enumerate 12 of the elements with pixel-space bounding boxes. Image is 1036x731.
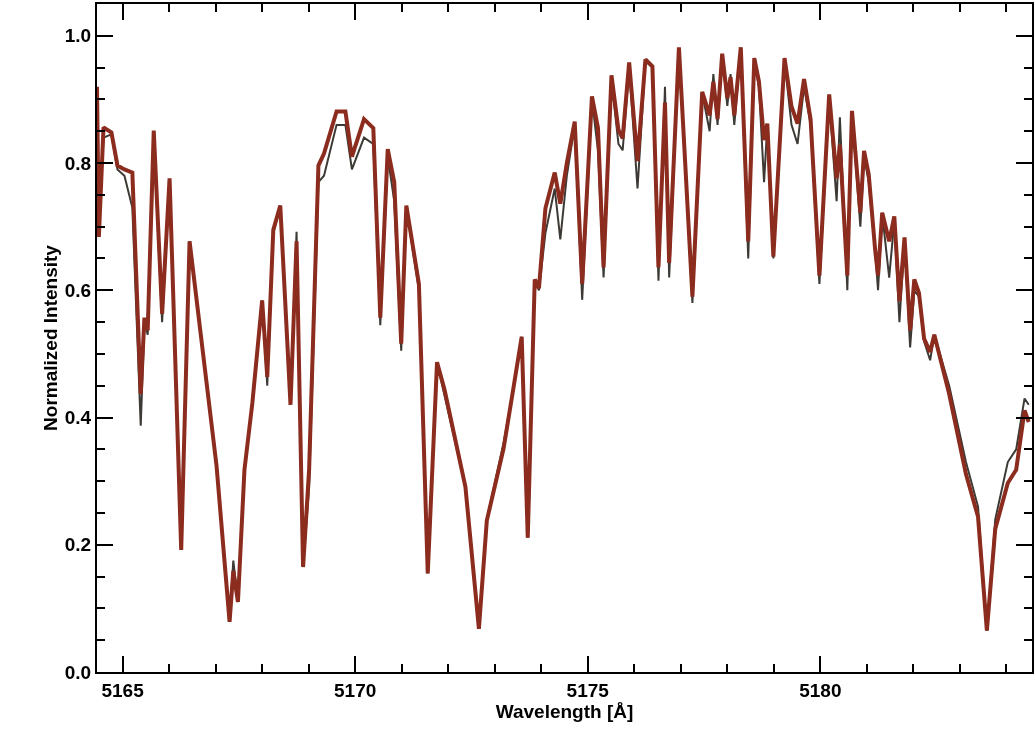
x-tick-label: 5175 <box>566 679 610 701</box>
y-tick-label: 0.2 <box>64 534 92 556</box>
x-tick-label: 5165 <box>101 679 145 701</box>
x-tick-label: 5180 <box>799 679 842 701</box>
y-axis-title: Normalized Intensity <box>40 244 62 431</box>
y-tick-label: 0.8 <box>64 152 92 174</box>
x-tick-label: 5170 <box>334 679 377 701</box>
y-tick-label: 0.0 <box>64 661 92 683</box>
y-tick-label: 1.0 <box>64 25 92 47</box>
x-axis-title: Wavelength [Å] <box>495 700 634 722</box>
y-tick-label: 0.4 <box>64 407 92 429</box>
y-tick-label: 0.6 <box>64 279 92 301</box>
